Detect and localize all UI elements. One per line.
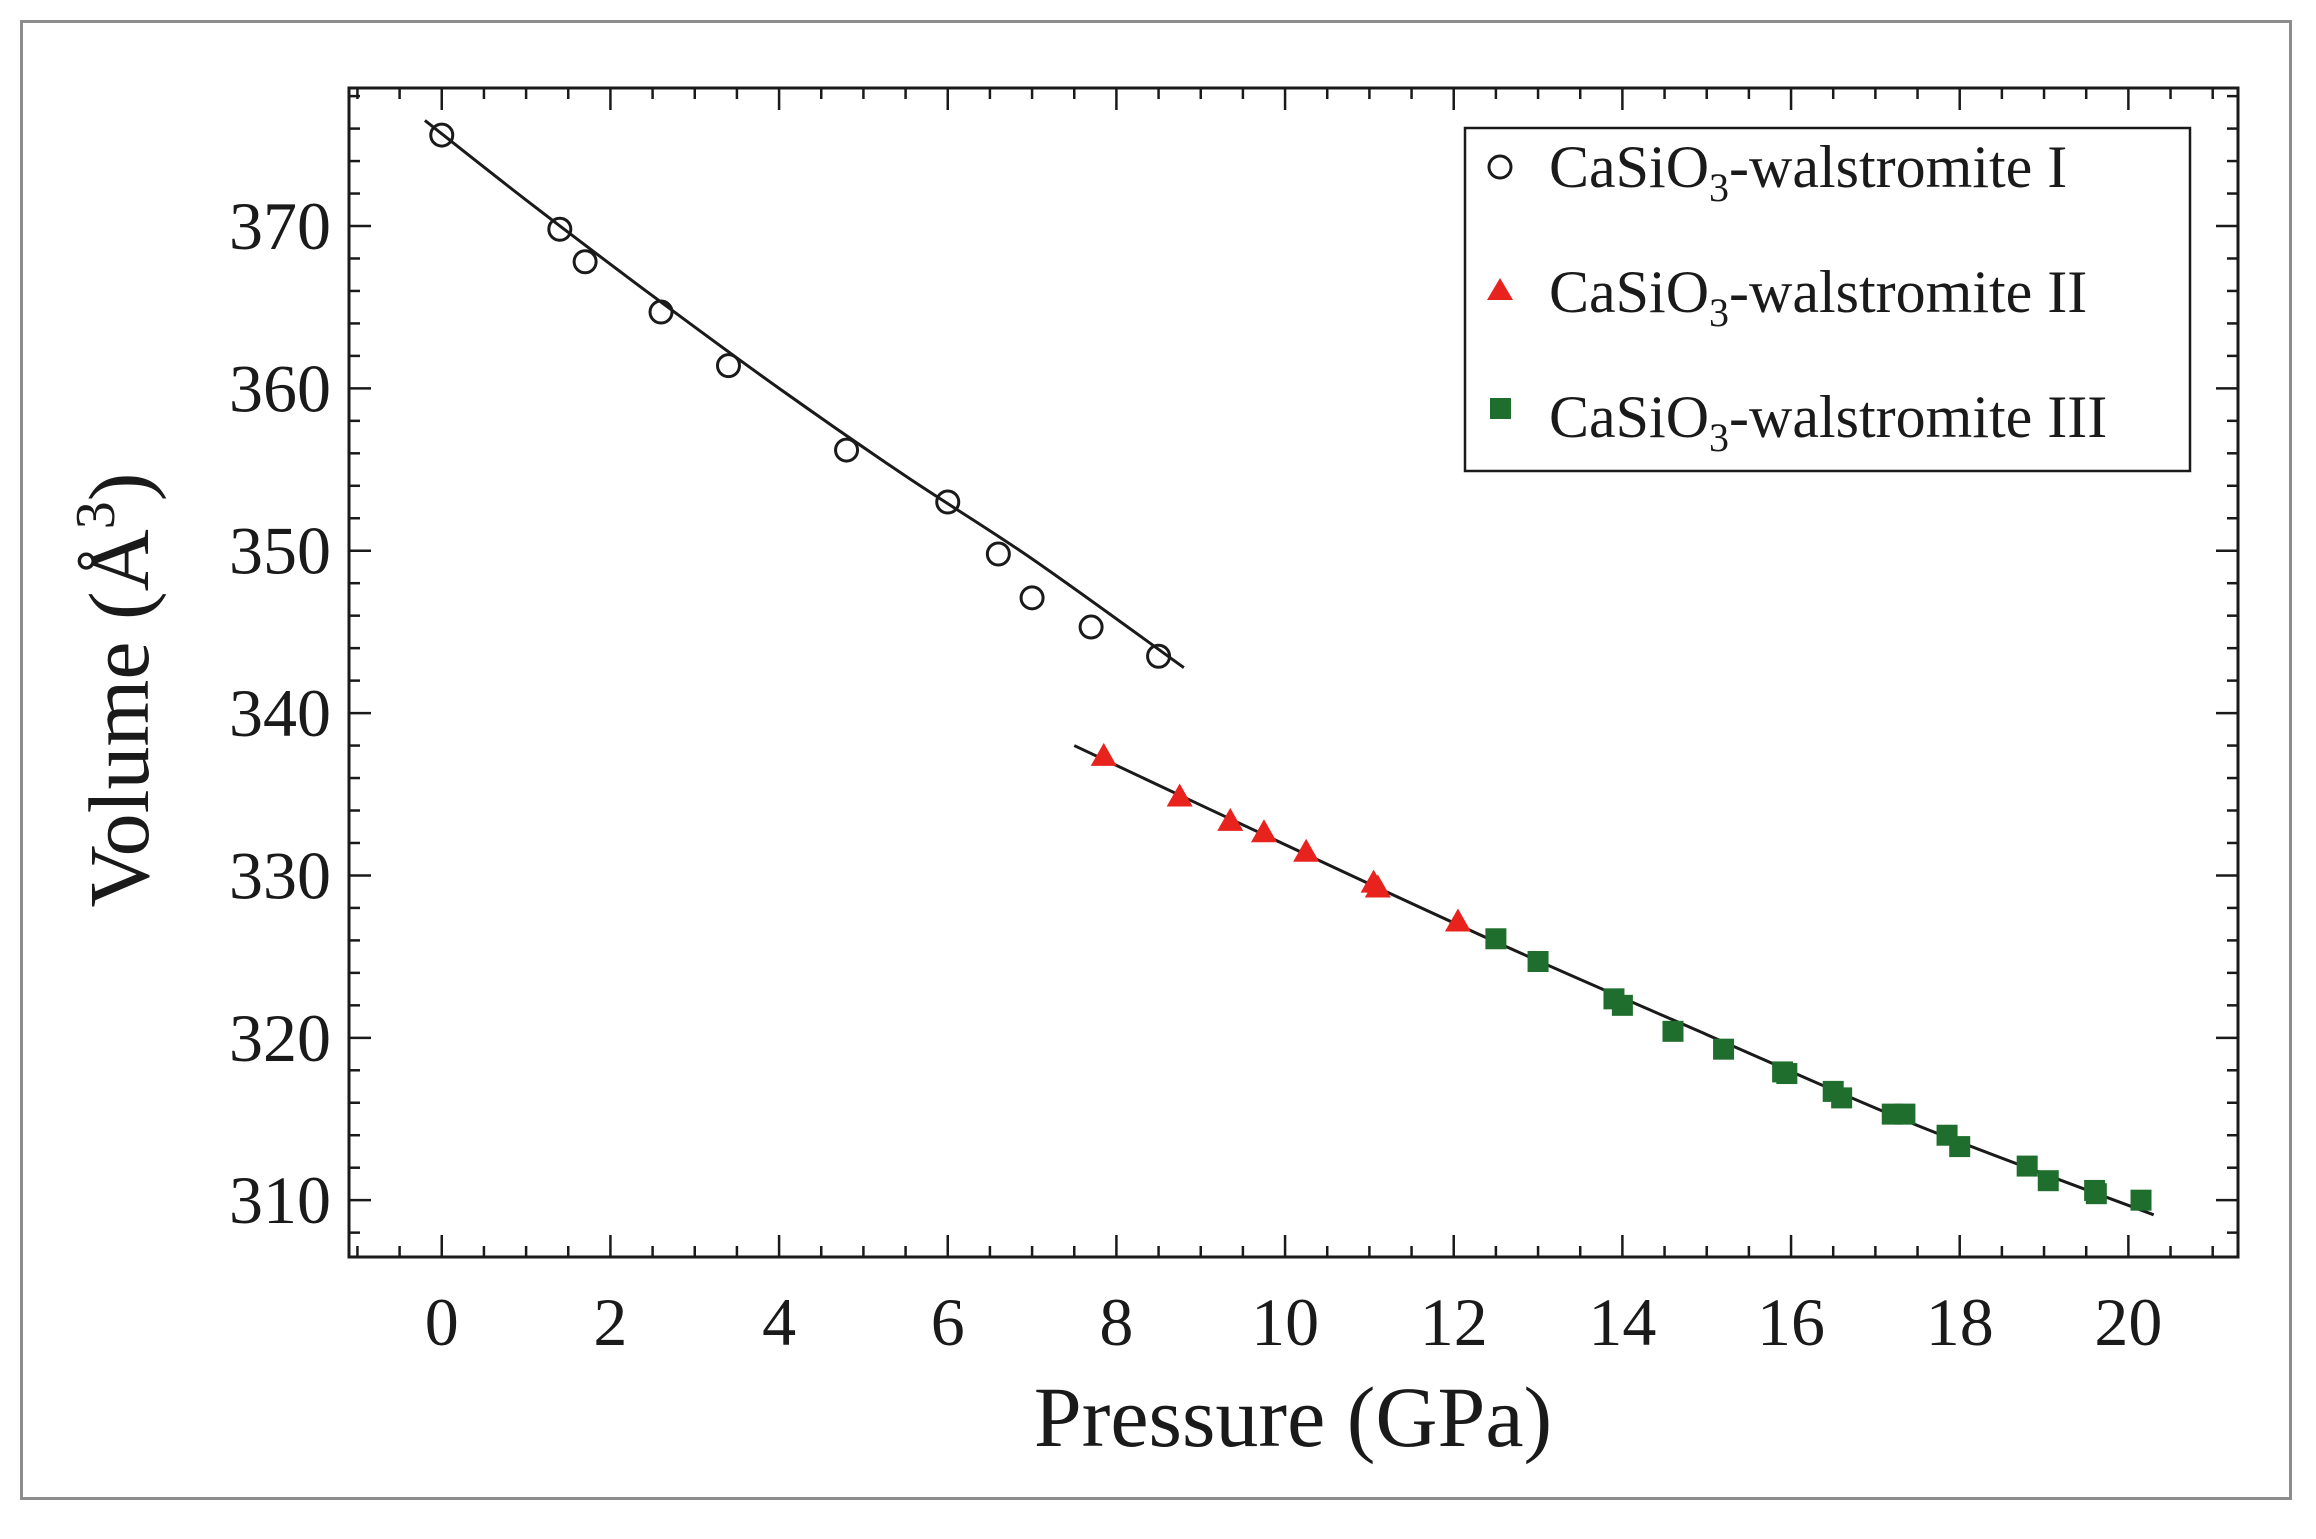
y-axis-title: Volume (Å3) <box>65 473 167 908</box>
legend-label-walstromite-i: CaSiO3-walstromite I <box>1549 134 2067 210</box>
y-tick-label: 320 <box>229 1000 331 1076</box>
data-point-walstromite-i <box>834 437 860 463</box>
data-point-walstromite-iii <box>1894 1103 1916 1125</box>
x-axis-title: Pressure (GPa) <box>1034 1369 1552 1465</box>
x-tick-label: 4 <box>762 1284 796 1360</box>
legend-marker-walstromite-iii <box>1490 398 1511 419</box>
data-point-walstromite-ii <box>1090 742 1117 766</box>
data-point-walstromite-iii <box>1527 951 1549 973</box>
x-tick-label: 12 <box>1420 1284 1488 1360</box>
data-point-walstromite-ii <box>1364 874 1391 898</box>
y-axis-title-base: Volume (Å <box>71 529 167 907</box>
legend-marker-walstromite-ii <box>1487 278 1513 300</box>
legend-box <box>1463 126 2192 473</box>
data-point-walstromite-i <box>1146 643 1172 669</box>
x-tick-label: 20 <box>2094 1284 2162 1360</box>
x-tick-label: 0 <box>425 1284 459 1360</box>
legend-marker-walstromite-i <box>1487 154 1513 180</box>
data-point-walstromite-iii <box>2085 1183 2107 1205</box>
y-tick-label: 350 <box>229 513 331 589</box>
data-point-walstromite-ii <box>1166 783 1193 807</box>
data-point-walstromite-ii <box>1250 819 1277 843</box>
x-tick-label: 6 <box>931 1284 965 1360</box>
data-point-walstromite-i <box>985 541 1011 567</box>
y-tick-label: 330 <box>229 837 331 913</box>
data-point-walstromite-iii <box>1776 1063 1798 1085</box>
legend-label-walstromite-iii: CaSiO3-walstromite III <box>1549 384 2107 460</box>
data-point-walstromite-i <box>1078 614 1104 640</box>
y-tick-label: 340 <box>229 675 331 751</box>
data-points <box>429 122 2152 1211</box>
x-tick-label: 16 <box>1757 1284 1825 1360</box>
y-tick-label: 370 <box>229 188 331 264</box>
x-tick-label: 18 <box>1926 1284 1994 1360</box>
legend-label-walstromite-ii: CaSiO3-walstromite II <box>1549 259 2087 335</box>
data-point-walstromite-i <box>572 249 598 275</box>
figure-frame <box>20 20 2292 1500</box>
data-point-walstromite-ii <box>1293 838 1320 862</box>
data-point-walstromite-ii <box>1217 807 1244 831</box>
x-tick-label: 14 <box>1588 1284 1656 1360</box>
data-point-walstromite-iii <box>1713 1038 1735 1060</box>
data-point-walstromite-i <box>935 489 961 515</box>
data-point-walstromite-iii <box>1611 994 1633 1016</box>
data-point-walstromite-iii <box>1831 1087 1853 1109</box>
y-tick-label: 360 <box>229 350 331 426</box>
fit-line-walstromite-ii-iii <box>1073 744 2155 1217</box>
data-point-walstromite-iii <box>2130 1189 2152 1211</box>
y-tick-label: 310 <box>229 1162 331 1238</box>
y-axis-title-close: ) <box>71 473 167 502</box>
data-point-walstromite-iii <box>1485 928 1507 950</box>
fit-line-walstromite-i <box>423 119 1185 669</box>
x-tick-labels: 0 2 4 6 8 10 12 14 16 18 20 <box>425 1284 2163 1360</box>
x-tick-label: 10 <box>1251 1284 1319 1360</box>
x-tick-label: 2 <box>593 1284 627 1360</box>
data-point-walstromite-iii <box>2016 1155 2038 1177</box>
y-axis-title-sup: 3 <box>65 501 127 529</box>
data-point-walstromite-iii <box>1662 1020 1684 1042</box>
data-point-walstromite-iii <box>1949 1136 1971 1158</box>
data-point-walstromite-i <box>648 299 674 325</box>
y-tick-labels: 310 320 330 340 350 360 370 <box>229 188 331 1238</box>
x-tick-label: 8 <box>1099 1284 1133 1360</box>
plot-area <box>347 86 2240 1259</box>
data-point-walstromite-i <box>715 353 741 379</box>
data-point-walstromite-i <box>429 122 455 148</box>
data-point-walstromite-i <box>547 216 573 242</box>
legend: CaSiO3-walstromite I CaSiO3-walstromite … <box>1463 126 2192 473</box>
axis-ticks <box>349 88 2238 1257</box>
data-point-walstromite-ii <box>1444 908 1471 932</box>
data-point-walstromite-i <box>1019 585 1045 611</box>
data-point-walstromite-iii <box>2037 1170 2059 1192</box>
